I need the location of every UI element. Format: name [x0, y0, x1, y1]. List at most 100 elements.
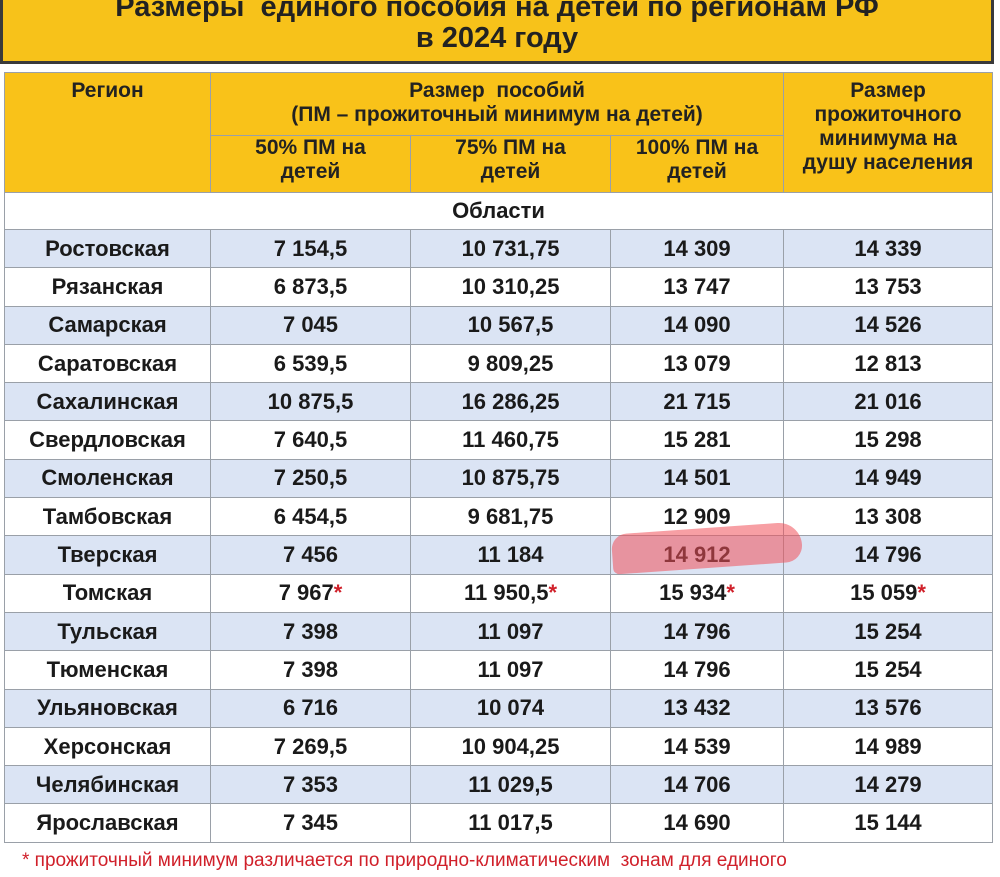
value-cell: 10 904,25 [410, 726, 611, 767]
value-cell: 13 576 [783, 688, 994, 728]
table-row: Херсонская 7 269,5 10 904,25 14 539 14 989 [4, 726, 994, 767]
value-cell: 7 045 [210, 305, 411, 345]
header-text: 100% ПМ на [635, 136, 759, 159]
header-row: 50% ПМ на детей 75% ПМ на детей 100% ПМ на де… [5, 135, 993, 193]
header-text: детей [480, 160, 541, 183]
footnote: * прожиточный минимум различается по при… [22, 850, 787, 871]
header-text: детей [280, 160, 341, 183]
table-row: Свердловская 7 640,5 11 460,75 15 281 15 298 [4, 420, 994, 460]
region-cell: Тамбовская [4, 497, 211, 537]
value-cell: 14 339 [783, 228, 994, 269]
asterisk: * [726, 580, 735, 606]
value-cell: 16 286,25 [410, 382, 611, 422]
header-text: 50% ПМ на [255, 136, 366, 159]
table-row: Сахалинская 10 875,5 16 286,25 21 715 21 016 [4, 382, 994, 422]
region-cell: Саратовская [4, 343, 211, 384]
header-text: минимума на [819, 127, 957, 150]
value-cell: 11 950,5* [410, 573, 611, 613]
table-row: Тамбовская 6 454,5 9 681,75 12 909 13 308 [4, 497, 994, 537]
region-cell: Ярославская [4, 803, 211, 843]
value-cell: 10 074 [410, 688, 611, 728]
value-cell: 12 813 [783, 343, 994, 384]
value-cell: 14 526 [783, 305, 994, 345]
value-cell: 15 059* [783, 573, 994, 613]
region-cell: Челябинская [4, 765, 211, 805]
value-cell: 13 432 [609, 688, 785, 728]
value-cell: 7 398 [210, 611, 411, 652]
header-cell: Размер пособий (ПМ – прожиточный минимум … [209, 72, 785, 136]
value-cell: 10 567,5 [410, 305, 611, 345]
header-text: (ПМ – прожиточный минимум на детей) [291, 103, 703, 126]
asterisk: * [548, 580, 557, 606]
value-cell: 6 716 [210, 688, 411, 728]
value-cell: 7 345 [210, 803, 411, 843]
section-row: Области [3, 192, 994, 230]
table-header: Регион Размер пособий (ПМ – прожиточный м… [4, 72, 994, 193]
value-cell: 14 539 [609, 726, 785, 767]
value-cell: 15 934* [609, 573, 785, 613]
region-cell: Ростовская [4, 228, 211, 269]
value-cell: 13 308 [783, 497, 994, 537]
value-cell: 11 029,5 [410, 765, 611, 805]
value-cell: 14 690 [609, 803, 785, 843]
value-cell: 15 254 [783, 650, 994, 690]
value-cell: 14 309 [609, 228, 785, 269]
value-cell: 14 989 [783, 726, 994, 767]
table-row: Саратовская 6 539,5 9 809,25 13 079 12 813 [4, 343, 994, 384]
table-body: Области Ростовская 7 154,5 10 731,75 14 309… [3, 192, 994, 843]
table-row: Челябинская 7 353 11 029,5 14 706 14 279 [4, 765, 994, 805]
value-cell: 14 796 [609, 650, 785, 690]
value-cell: 7 250,5 [210, 458, 411, 499]
benefits-table: Регион Размер пособий (ПМ – прожиточный м… [3, 72, 994, 843]
title: Размеры единого пособия на детей по реги… [0, 0, 994, 64]
value-cell: 10 731,75 [410, 228, 611, 269]
region-cell: Ульяновская [4, 688, 211, 728]
header-cell: Размер прожиточного минимума на душу населе… [783, 72, 994, 193]
header-cell: 75% ПМ на детей [410, 135, 611, 193]
value-cell: 14 796 [609, 611, 785, 652]
table-row: Самарская 7 045 10 567,5 14 090 14 526 [4, 305, 994, 345]
value-cell: 7 640,5 [210, 420, 411, 460]
value-cell: 14 090 [609, 305, 785, 345]
table-row: Ярославская 7 345 11 017,5 14 690 15 144 [4, 803, 994, 843]
value-cell: 11 184 [410, 535, 611, 575]
asterisk: * [333, 580, 343, 606]
table-row: Томская 7 967* 11 950,5* 15 934* 15 059* [4, 573, 994, 613]
value-cell: 14 949 [783, 458, 994, 499]
section-cell: Области [3, 192, 994, 230]
header-text: Размер пособий [409, 79, 585, 102]
header-cell: Регион [4, 72, 211, 193]
value-cell: 14 796 [783, 535, 994, 575]
value-cell: 6 454,5 [210, 497, 411, 537]
region-cell: Сахалинская [4, 382, 211, 422]
value-cell: 7 269,5 [210, 726, 411, 767]
value-cell: 9 681,75 [410, 497, 611, 537]
value-cell: 15 254 [783, 611, 994, 652]
value-cell: 14 279 [783, 765, 994, 805]
header-text: Регион [71, 79, 144, 102]
value-cell: 14 706 [609, 765, 785, 805]
table-row: Тюменская 7 398 11 097 14 796 15 254 [4, 650, 994, 690]
value-cell: 7 353 [210, 765, 411, 805]
value-cell: 21 715 [609, 382, 785, 422]
value-cell: 10 310,25 [410, 267, 611, 307]
region-cell: Тульская [4, 611, 211, 652]
value-cell: 7 967* [210, 573, 411, 613]
region-cell: Самарская [4, 305, 211, 345]
header-text: детей [667, 160, 727, 183]
table-row: Тульская 7 398 11 097 14 796 15 254 [4, 611, 994, 652]
value-cell: 15 281 [609, 420, 785, 460]
value-cell: 15 144 [783, 803, 994, 843]
value-cell: 7 456 [210, 535, 411, 575]
table-row: Рязанская 6 873,5 10 310,25 13 747 13 753 [4, 267, 994, 307]
region-cell: Тверская [4, 535, 211, 575]
value-cell: 13 747 [609, 267, 785, 307]
value-cell: 10 875,75 [410, 458, 611, 499]
value-cell: 13 079 [609, 343, 785, 384]
region-cell: Свердловская [4, 420, 211, 460]
value-cell: 11 097 [410, 611, 611, 652]
value-cell: 14 501 [609, 458, 785, 499]
value-cell: 6 539,5 [210, 343, 411, 384]
